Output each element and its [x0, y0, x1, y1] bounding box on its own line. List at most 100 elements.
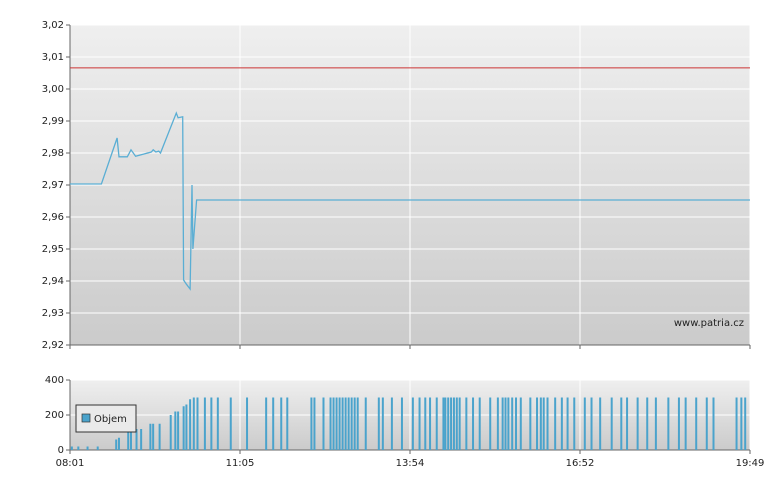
volume-bar	[626, 397, 629, 450]
volume-bar	[539, 397, 542, 450]
volume-bar	[536, 397, 539, 450]
volume-bar	[70, 446, 73, 450]
volume-bar	[546, 397, 549, 450]
volume-bar	[322, 397, 325, 450]
x-tick-label: 08:01	[56, 458, 85, 469]
volume-bar	[185, 404, 188, 450]
y-tick-label: 2,94	[42, 276, 64, 287]
volume-bar	[418, 397, 421, 450]
volume-bar	[560, 397, 563, 450]
volume-bar	[189, 399, 192, 450]
volume-bar	[390, 397, 393, 450]
volume-bar	[458, 397, 461, 450]
volume-bar	[684, 397, 687, 450]
volume-bar	[86, 446, 89, 450]
volume-bar	[344, 397, 347, 450]
volume-bar	[442, 397, 445, 450]
volume-bar	[129, 430, 132, 450]
volume-bar	[465, 397, 468, 450]
volume-bar	[203, 397, 206, 450]
volume-bar	[210, 397, 213, 450]
volume-bar	[117, 437, 120, 450]
volume-bar	[347, 397, 350, 450]
volume-bar	[229, 397, 232, 450]
volume-bar	[115, 439, 118, 450]
legend-swatch	[81, 413, 91, 423]
volume-bar	[381, 397, 384, 450]
volume-bar	[677, 397, 680, 450]
volume-bar	[504, 397, 507, 450]
x-tick-label: 19:49	[736, 458, 765, 469]
volume-bar	[515, 397, 518, 450]
volume-bar	[667, 397, 670, 450]
volume-bar	[174, 411, 177, 450]
volume-bar	[590, 397, 593, 450]
legend-label: Objem	[94, 414, 127, 425]
volume-bar	[452, 397, 455, 450]
y-tick-label: 3,02	[42, 20, 64, 31]
volume-bar	[507, 397, 510, 450]
volume-bar	[377, 397, 380, 450]
volume-bar	[583, 397, 586, 450]
y-tick-label: 3,01	[42, 52, 64, 63]
y-tick-label: 200	[45, 410, 64, 421]
volume-bar	[489, 397, 492, 450]
x-tick-label: 13:54	[396, 458, 425, 469]
volume-bar	[265, 397, 268, 450]
volume-bar	[96, 446, 99, 450]
volume-bar	[444, 397, 447, 450]
volume-bar	[455, 397, 458, 450]
volume-bar	[338, 397, 341, 450]
volume-bar	[177, 411, 180, 450]
volume-bar	[310, 397, 313, 450]
x-tick-label: 16:52	[566, 458, 595, 469]
volume-bar	[478, 397, 481, 450]
volume-bar	[636, 397, 639, 450]
volume-bar	[350, 397, 353, 450]
volume-bar	[127, 430, 130, 450]
volume-bar	[573, 397, 576, 450]
y-tick-label: 0	[58, 445, 64, 456]
volume-bar	[169, 415, 172, 450]
volume-bar	[272, 397, 275, 450]
volume-bar	[529, 397, 532, 450]
volume-bar	[654, 397, 657, 450]
volume-bar	[554, 397, 557, 450]
volume-bar	[400, 397, 403, 450]
volume-bar	[353, 397, 356, 450]
volume-bar	[599, 397, 602, 450]
y-tick-label: 2,97	[42, 180, 64, 191]
y-tick-label: 2,98	[42, 148, 64, 159]
price-line	[70, 111, 750, 291]
volume-bar	[341, 397, 344, 450]
volume-bar	[450, 397, 453, 450]
volume-bar	[77, 446, 80, 450]
volume-bar	[472, 397, 475, 450]
volume-bar	[496, 397, 499, 450]
y-tick-label: 2,95	[42, 244, 64, 255]
volume-bar	[566, 397, 569, 450]
volume-bar	[356, 397, 359, 450]
volume-bar	[149, 423, 152, 450]
volume-bar	[705, 397, 708, 450]
y-tick-label: 2,92	[42, 340, 64, 351]
y-tick-label: 3,00	[42, 84, 64, 95]
volume-bar	[429, 397, 432, 450]
volume-bar	[158, 423, 161, 450]
watermark: www.patria.cz	[674, 318, 744, 329]
volume-bar	[542, 397, 545, 450]
y-tick-label: 2,99	[42, 116, 64, 127]
x-tick-label: 11:05	[226, 458, 255, 469]
volume-bar	[744, 397, 747, 450]
volume-bar	[620, 397, 623, 450]
volume-bar	[501, 397, 504, 450]
volume-bar	[182, 406, 185, 450]
volume-bar	[286, 397, 289, 450]
volume-bar	[610, 397, 613, 450]
volume-bar	[192, 397, 195, 450]
volume-bar	[140, 429, 143, 450]
volume-bar	[313, 397, 316, 450]
volume-bar	[335, 397, 338, 450]
volume-bar	[329, 397, 332, 450]
